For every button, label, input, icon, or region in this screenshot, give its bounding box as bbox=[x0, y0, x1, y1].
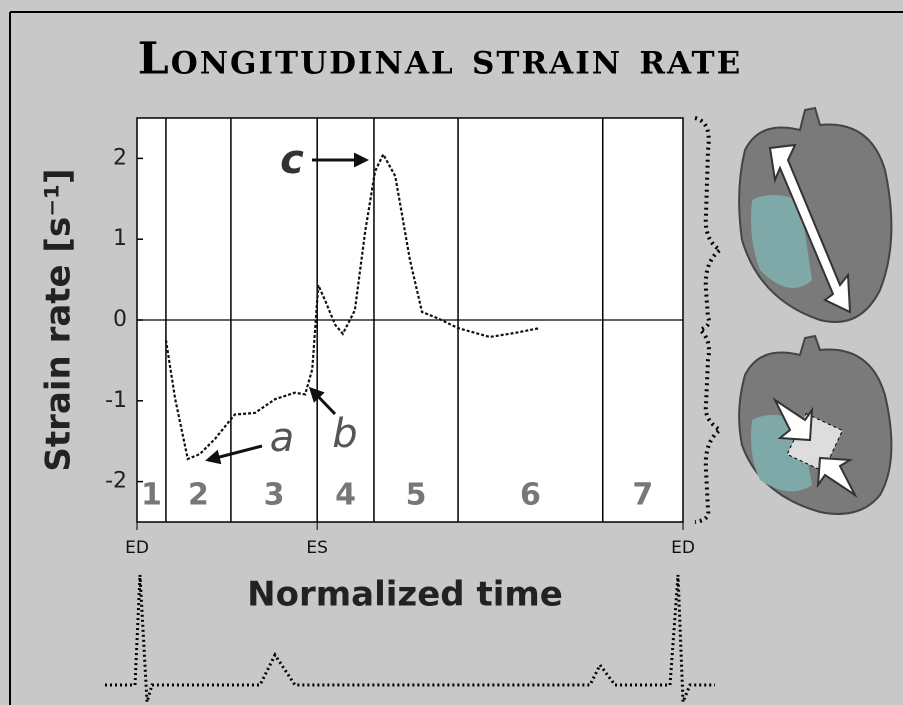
annotation: a bbox=[270, 415, 295, 461]
time-marker-label: ED bbox=[671, 538, 695, 558]
annotation: c bbox=[280, 137, 304, 183]
y-tick-label: -1 bbox=[105, 388, 127, 413]
y-tick-label: 0 bbox=[113, 307, 127, 332]
annotation: b bbox=[332, 411, 357, 457]
y-axis-label: Strain rate [s⁻¹] bbox=[39, 168, 79, 471]
chart-title: Longitudinal strain rate bbox=[138, 34, 742, 85]
x-axis-label: Normalized time bbox=[247, 575, 563, 615]
time-marker-label: ES bbox=[306, 538, 328, 558]
segment-label: 2 bbox=[188, 478, 209, 513]
segment-label: 6 bbox=[520, 478, 541, 513]
y-tick-label: 2 bbox=[113, 145, 127, 170]
segment-label: 4 bbox=[335, 478, 356, 513]
segment-label: 5 bbox=[406, 478, 427, 513]
time-marker-label: ED bbox=[125, 538, 149, 558]
segment-label: 7 bbox=[632, 478, 653, 513]
segment-label: 3 bbox=[264, 478, 285, 513]
chart: Longitudinal strain rate Strain rate [s⁻… bbox=[0, 0, 903, 705]
segment-label: 1 bbox=[141, 478, 162, 513]
y-tick-label: -2 bbox=[105, 469, 127, 494]
y-tick-label: 1 bbox=[113, 226, 127, 251]
